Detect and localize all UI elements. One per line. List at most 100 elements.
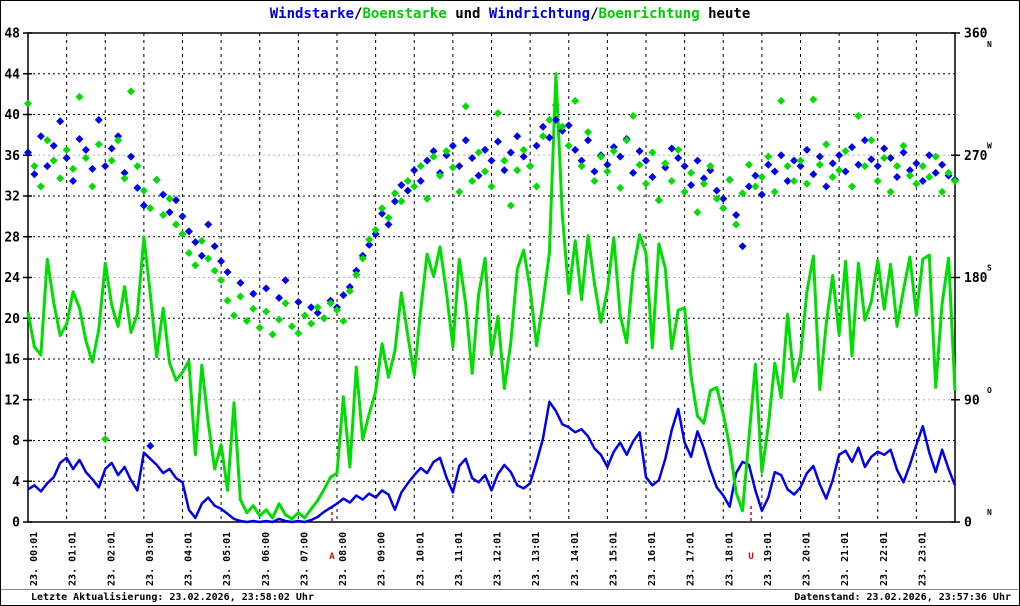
gust-direction-point	[886, 187, 895, 196]
gust-direction-point	[725, 175, 734, 184]
wind-direction-point	[487, 156, 496, 165]
wind-direction-point	[712, 186, 721, 195]
gust-direction-point	[326, 299, 335, 308]
title-heute: heute	[699, 6, 751, 22]
gust-direction-point	[757, 172, 766, 181]
gust-direction-point	[300, 311, 309, 320]
wind-direction-point	[223, 268, 232, 277]
x-tick-label: 23. 07:00	[299, 532, 310, 586]
gust-direction-point	[667, 177, 676, 186]
right-tick-label: 0	[964, 516, 972, 531]
gust-direction-point	[860, 162, 869, 171]
gust-direction-point	[197, 236, 206, 245]
wind-direction-point	[442, 151, 451, 160]
gust-speed-line	[26, 72, 957, 521]
gust-direction-point	[281, 299, 290, 308]
gust-direction-point	[320, 314, 329, 323]
wind-direction-point	[36, 132, 45, 141]
gust-direction-point	[835, 166, 844, 175]
wind-direction-point	[88, 164, 97, 173]
wind-direction-point	[249, 289, 258, 298]
gust-direction-point	[313, 303, 322, 312]
gust-direction-point	[642, 179, 650, 188]
wind-direction-point	[172, 196, 181, 205]
gust-direction-point	[519, 145, 528, 154]
wind-direction-point	[603, 160, 612, 169]
gust-direction-point	[36, 182, 45, 191]
wind-direction-point	[455, 162, 464, 171]
wind-direction-point	[539, 122, 547, 131]
x-tick-label: 23. 03:01	[145, 532, 156, 586]
left-tick-label: 4	[12, 475, 20, 490]
wind-direction-point	[938, 160, 947, 169]
x-tick-label: 23. 04:01	[184, 532, 195, 586]
gust-direction-point	[590, 177, 599, 186]
gust-direction-point	[107, 156, 116, 165]
wind-direction-point	[281, 276, 290, 285]
gust-direction-point	[455, 187, 464, 196]
left-tick-label: 32	[4, 190, 20, 205]
x-tick-label: 23. 08:00	[338, 532, 349, 586]
wind-direction-point	[474, 171, 483, 180]
gust-direction-point	[94, 140, 103, 149]
gust-direction-point	[777, 96, 786, 105]
gust-direction-point	[796, 156, 805, 165]
gust-direction-point	[371, 225, 380, 234]
gust-direction-point	[191, 261, 200, 270]
wind-direction-point	[635, 147, 644, 156]
chart-title: Windstarke/Boenstarke und Windrichtung/B…	[1, 6, 1019, 22]
left-tick-label: 28	[4, 230, 20, 245]
x-tick-label: 23. 16:01	[647, 532, 658, 586]
gust-direction-point	[307, 319, 316, 328]
wind-direction-point	[905, 166, 914, 175]
wind-direction-point	[545, 133, 554, 142]
gust-direction-point	[468, 177, 477, 186]
left-tick-label: 16	[4, 353, 20, 368]
x-tick-label: 23. 18:01	[724, 532, 735, 586]
gust-direction-point	[339, 316, 348, 325]
gust-direction-point	[62, 145, 71, 154]
sun-marker-label: U	[748, 552, 753, 562]
x-tick-label: 23. 10:01	[415, 532, 426, 586]
wind-direction-point	[217, 257, 226, 266]
wind-direction-point	[693, 156, 702, 165]
wind-direction-point	[107, 144, 116, 153]
wind-direction-point	[114, 132, 123, 141]
wind-direction-point	[841, 167, 850, 176]
gust-direction-point	[918, 162, 927, 171]
gust-direction-point	[217, 276, 226, 285]
wind-direction-point	[699, 174, 708, 183]
wind-direction-point	[616, 152, 625, 161]
gust-direction-point	[905, 171, 914, 180]
gust-direction-point	[397, 197, 406, 206]
gust-direction-point	[294, 329, 303, 338]
gust-direction-point	[49, 156, 58, 165]
gust-direction-point	[120, 174, 129, 183]
wind-direction-point	[680, 162, 689, 171]
wind-direction-point	[165, 208, 174, 217]
wind-direction-point	[590, 167, 599, 176]
wind-direction-point	[738, 242, 747, 251]
gust-direction-point	[925, 172, 934, 181]
gust-direction-point	[783, 162, 792, 171]
gust-direction-point	[809, 95, 818, 104]
wind-direction-point	[822, 182, 831, 191]
wind-direction-point	[294, 297, 303, 306]
gust-direction-point	[159, 211, 168, 220]
gust-direction-point	[802, 179, 811, 188]
wind-direction-point	[880, 144, 889, 153]
gust-direction-point	[873, 177, 882, 186]
wind-direction-point	[790, 156, 799, 165]
wind-direction-point	[584, 136, 593, 145]
wind-direction-point	[62, 153, 71, 162]
x-tick-label: 23. 02:01	[106, 532, 117, 586]
title-slash1: /	[354, 6, 363, 22]
gust-direction-point	[448, 163, 457, 172]
wind-direction-point	[69, 177, 78, 186]
gust-direction-point	[674, 145, 683, 154]
wind-direction-point	[410, 166, 419, 175]
x-tick-label: 23. 05:01	[222, 532, 233, 586]
wind-direction-point	[629, 168, 638, 177]
right-tick-label: 360	[964, 27, 988, 42]
